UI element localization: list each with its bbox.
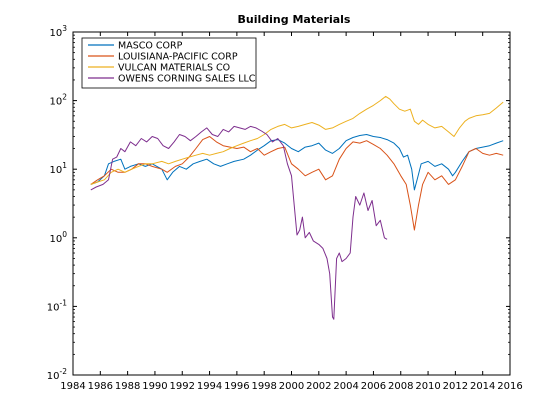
y-tick-label: 102 [49,93,67,108]
axis-ticks: 1984 1986 1988 1990 1992 1994 1996 1998 2000 2002… [47,24,523,392]
x-tick-label: 2014 [470,381,495,392]
x-tick-label: 2016 [497,381,522,392]
x-tick-label: 1992 [170,381,195,392]
y-tick-exponent: -2 [60,367,68,376]
y-tick-label: 101 [49,161,67,176]
x-tick-label: 2006 [361,381,386,392]
y-tick-exponent: 0 [62,230,67,239]
legend-label: MASCO CORP [118,41,183,52]
x-tick-label: 1996 [224,381,249,392]
y-tick-base: 10 [49,28,62,39]
y-tick-exponent: 3 [62,24,67,33]
x-tick-label: 2008 [388,381,413,392]
x-tick-label: 1988 [115,381,140,392]
series-line [90,125,388,320]
y-tick-label: 10-1 [47,298,67,313]
y-tick-base: 10 [47,302,60,313]
plot-area [72,31,511,376]
y-tick-base: 10 [49,234,62,245]
x-tick-label: 2004 [333,381,358,392]
x-tick-label: 2010 [415,381,440,392]
y-tick-exponent: 2 [62,93,67,102]
y-tick-base: 10 [49,97,62,108]
chart-title: Building Materials [238,13,351,26]
legend-box [81,37,257,89]
y-tick-exponent: 1 [62,161,67,170]
x-tick-label: 1986 [88,381,113,392]
legend-label: LOUISIANA-PACIFIC CORP [118,52,238,63]
y-tick-base: 10 [49,165,62,176]
series-line [90,136,504,231]
y-tick-exponent: -1 [60,298,68,307]
x-tick-label: 1990 [142,381,167,392]
x-tick-label: 2002 [306,381,331,392]
x-tick-label: 1998 [251,381,276,392]
y-tick-base: 10 [47,371,60,382]
y-tick-label: 10-2 [47,367,67,382]
legend-label: OWENS CORNING SALES LLC [118,74,256,85]
series-line [90,95,504,185]
x-tick-label: 1984 [60,381,85,392]
x-tick-label: 2012 [443,381,468,392]
y-tick-label: 103 [49,24,67,39]
legend-label: VULCAN MATERIALS CO [118,63,230,74]
y-tick-label: 100 [49,230,67,245]
x-tick-label: 2000 [279,381,304,392]
series-lines [90,95,504,320]
x-tick-label: 1994 [197,381,222,392]
